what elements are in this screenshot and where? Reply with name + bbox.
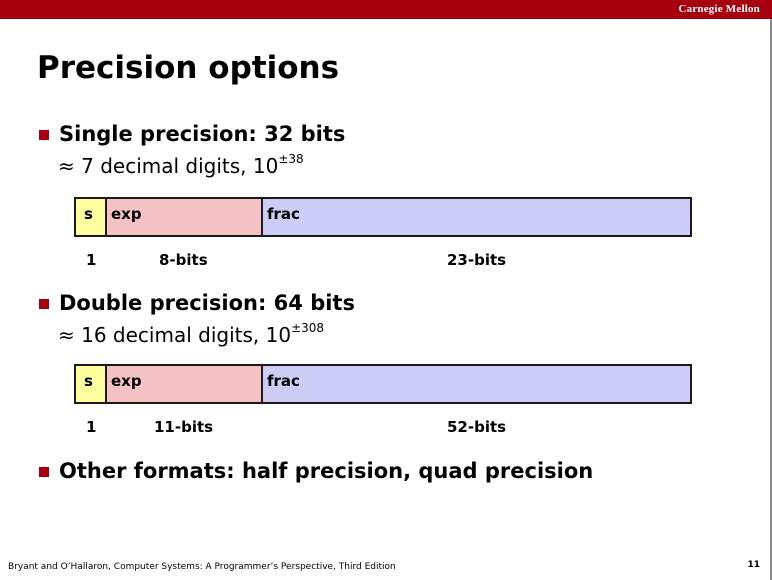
single-precision-detail: ≈ 7 decimal digits, 10±38 — [58, 152, 304, 178]
fraction-field: frac — [263, 199, 690, 235]
header-bar: Carnegie Mellon — [0, 0, 772, 19]
single-precision-exponent: ±38 — [278, 152, 304, 166]
fraction-bit-count: 52-bits — [447, 418, 507, 436]
fraction-bit-count: 23-bits — [447, 251, 507, 269]
double-precision-exponent: ±308 — [291, 321, 325, 335]
exponent-bit-count: 11-bits — [154, 418, 214, 436]
double-precision-format-diagram: s exp frac — [74, 364, 692, 404]
sign-bit-count: 1 — [86, 418, 97, 436]
bullet-other-formats: Other formats: half precision, quad prec… — [59, 459, 594, 483]
institution-name: Carnegie Mellon — [678, 3, 760, 15]
sign-field: s — [76, 366, 107, 402]
bullet-double-precision: Double precision: 64 bits — [59, 291, 355, 315]
bullet-icon — [39, 299, 49, 309]
right-border — [770, 19, 772, 580]
single-precision-digits: ≈ 7 decimal digits, 10 — [58, 154, 279, 178]
double-precision-detail: ≈ 16 decimal digits, 10±308 — [58, 321, 325, 347]
bullet-icon — [39, 130, 49, 140]
fraction-field: frac — [263, 366, 690, 402]
exponent-bit-count: 8-bits — [159, 251, 208, 269]
exponent-field: exp — [107, 199, 263, 235]
double-precision-digits: ≈ 16 decimal digits, 10 — [58, 323, 292, 347]
page-number: 11 — [747, 560, 760, 570]
single-precision-format-diagram: s exp frac — [74, 197, 692, 237]
sign-field: s — [76, 199, 107, 235]
exponent-field: exp — [107, 366, 263, 402]
footer-citation: Bryant and O’Hallaron, Computer Systems:… — [8, 562, 396, 572]
bullet-icon — [39, 467, 49, 477]
slide-title: Precision options — [37, 50, 340, 86]
bullet-single-precision: Single precision: 32 bits — [59, 122, 346, 146]
sign-bit-count: 1 — [86, 251, 97, 269]
